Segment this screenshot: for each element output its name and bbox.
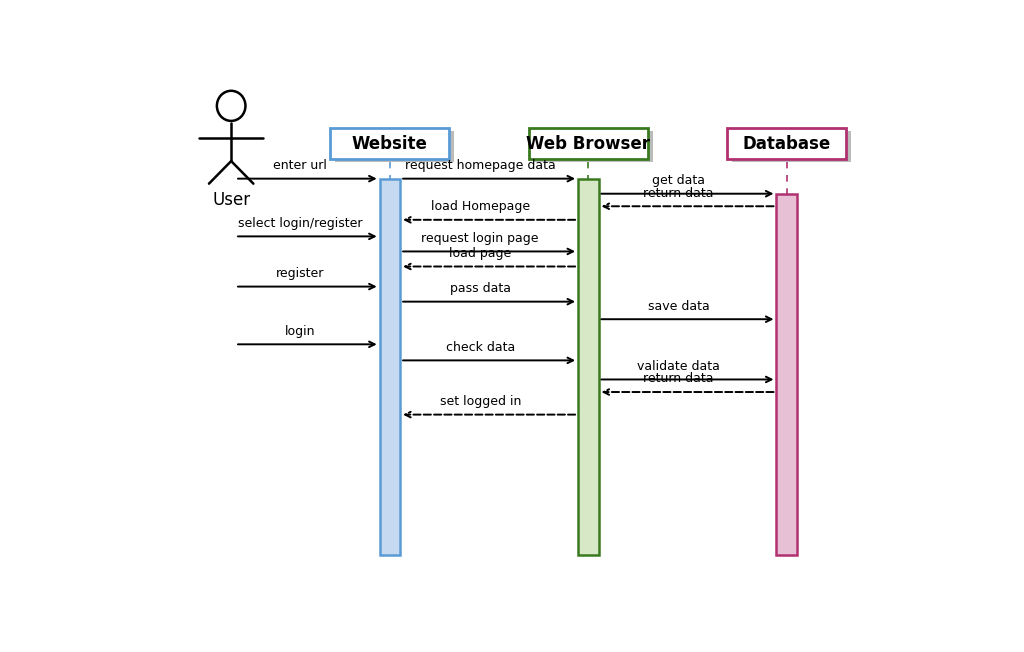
Bar: [727, 128, 846, 158]
Bar: [534, 132, 652, 162]
Text: return data: return data: [643, 186, 714, 200]
Text: register: register: [275, 267, 325, 280]
Text: login: login: [285, 325, 315, 338]
Text: validate data: validate data: [637, 360, 720, 373]
Text: return data: return data: [643, 372, 714, 385]
Text: check data: check data: [445, 341, 515, 354]
Text: load page: load page: [450, 247, 511, 260]
Text: Database: Database: [742, 134, 830, 153]
Text: load Homepage: load Homepage: [431, 200, 529, 213]
Text: save data: save data: [648, 300, 710, 313]
Text: set logged in: set logged in: [439, 395, 521, 408]
Bar: [528, 128, 648, 158]
Text: request login page: request login page: [422, 232, 539, 245]
Text: select login/register: select login/register: [238, 217, 362, 230]
Text: enter url: enter url: [273, 159, 327, 172]
Bar: [331, 128, 450, 158]
Text: Website: Website: [352, 134, 428, 153]
Text: User: User: [212, 191, 250, 209]
Text: request homepage data: request homepage data: [404, 159, 556, 172]
Text: pass data: pass data: [450, 282, 511, 295]
Bar: [732, 132, 851, 162]
Text: Web Browser: Web Browser: [526, 134, 650, 153]
Bar: [776, 194, 797, 556]
Bar: [335, 132, 455, 162]
Bar: [380, 179, 400, 556]
Text: get data: get data: [652, 174, 706, 187]
Bar: [578, 179, 599, 556]
